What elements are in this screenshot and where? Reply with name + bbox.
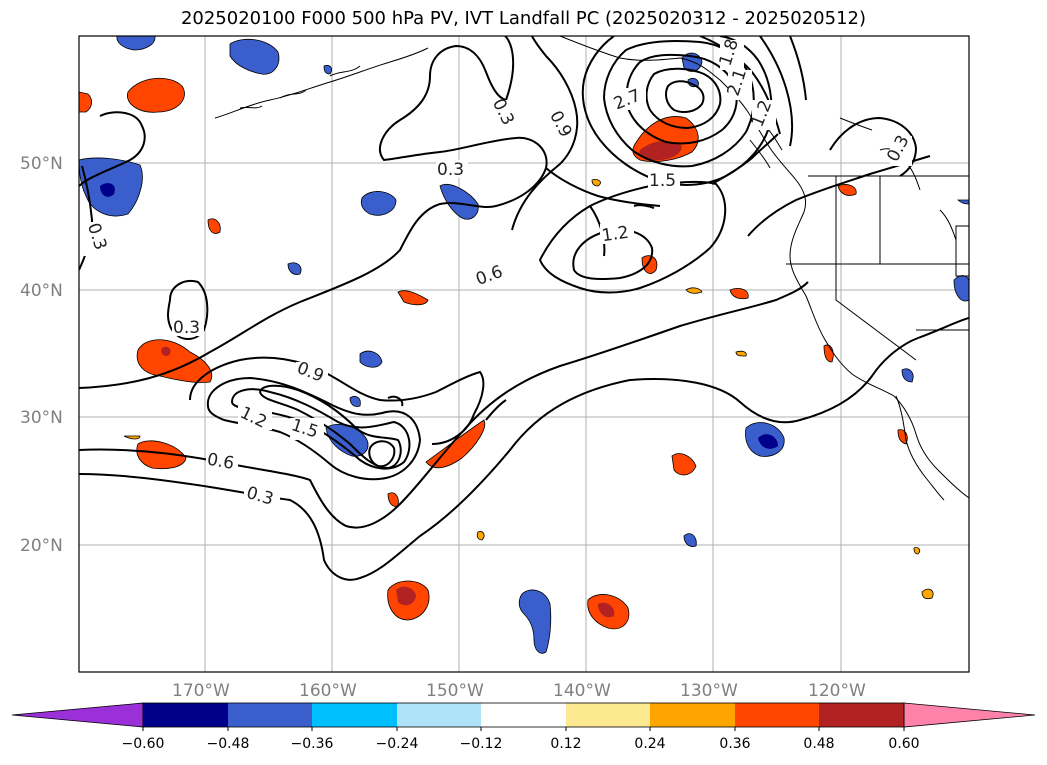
pc-shading [79, 36, 969, 654]
colorbar-tick-label: −0.12 [460, 736, 503, 752]
contour-label: 0.3 [173, 318, 200, 338]
colorbar-segment [650, 703, 735, 727]
lon-label: 140°W [553, 681, 611, 701]
colorbar-segment [481, 703, 566, 727]
colorbar-segment [735, 703, 819, 727]
colorbar-tick-label: 0.60 [888, 736, 919, 752]
lon-label: 160°W [299, 681, 357, 701]
colorbar-extend-max [903, 702, 1036, 728]
colorbar-extend-min [11, 702, 144, 728]
colorbar-tick-label: 0.36 [719, 736, 750, 752]
contour-label: 1.5 [649, 171, 676, 191]
colorbar-segment [312, 703, 397, 727]
colorbar-tick-label: 0.12 [550, 736, 581, 752]
lon-label: 120°W [808, 681, 866, 701]
lat-label: 40°N [20, 281, 63, 301]
lat-label: 30°N [20, 408, 63, 428]
colorbar-tick-label: −0.60 [122, 736, 165, 752]
lat-label: 50°N [20, 154, 63, 174]
colorbar-tick-label: −0.48 [207, 736, 250, 752]
coastlines [214, 36, 969, 501]
contour-labels: 0.3 0.3 0.3 0.3 0.3 0.3 0.6 0.6 0.9 0.9 … [83, 37, 914, 510]
colorbar-tick-label: 0.48 [803, 736, 834, 752]
lat-label: 20°N [20, 536, 63, 556]
lon-label: 130°W [680, 681, 738, 701]
map-title: 2025020100 F000 500 hPa PV, IVT Landfall… [180, 8, 867, 29]
contour-label: 0.6 [205, 450, 235, 474]
colorbar-segment [228, 703, 312, 727]
colorbar-segment [566, 703, 650, 727]
colorbar-tick-label: −0.24 [376, 736, 419, 752]
contour-label: 0.3 [437, 160, 464, 180]
gridlines [79, 36, 969, 672]
lon-label: 150°W [426, 681, 484, 701]
lon-label: 170°W [172, 681, 230, 701]
colorbar-segment [397, 703, 481, 727]
colorbar-tick-label: −0.36 [291, 736, 334, 752]
colorbar-tick-label: 0.24 [634, 736, 665, 752]
lat-labels: 50°N 40°N 30°N 20°N [20, 154, 63, 556]
contour-label: 1.2 [600, 223, 630, 247]
colorbar-segment [819, 703, 904, 727]
map-border [78, 35, 970, 673]
colorbar: −0.60 −0.48 −0.36 −0.24 −0.12 0.12 0.24 … [11, 702, 1036, 752]
lon-labels: 170°W 160°W 150°W 140°W 130°W 120°W [172, 681, 866, 701]
map-area [79, 36, 969, 672]
colorbar-segment [143, 703, 228, 727]
